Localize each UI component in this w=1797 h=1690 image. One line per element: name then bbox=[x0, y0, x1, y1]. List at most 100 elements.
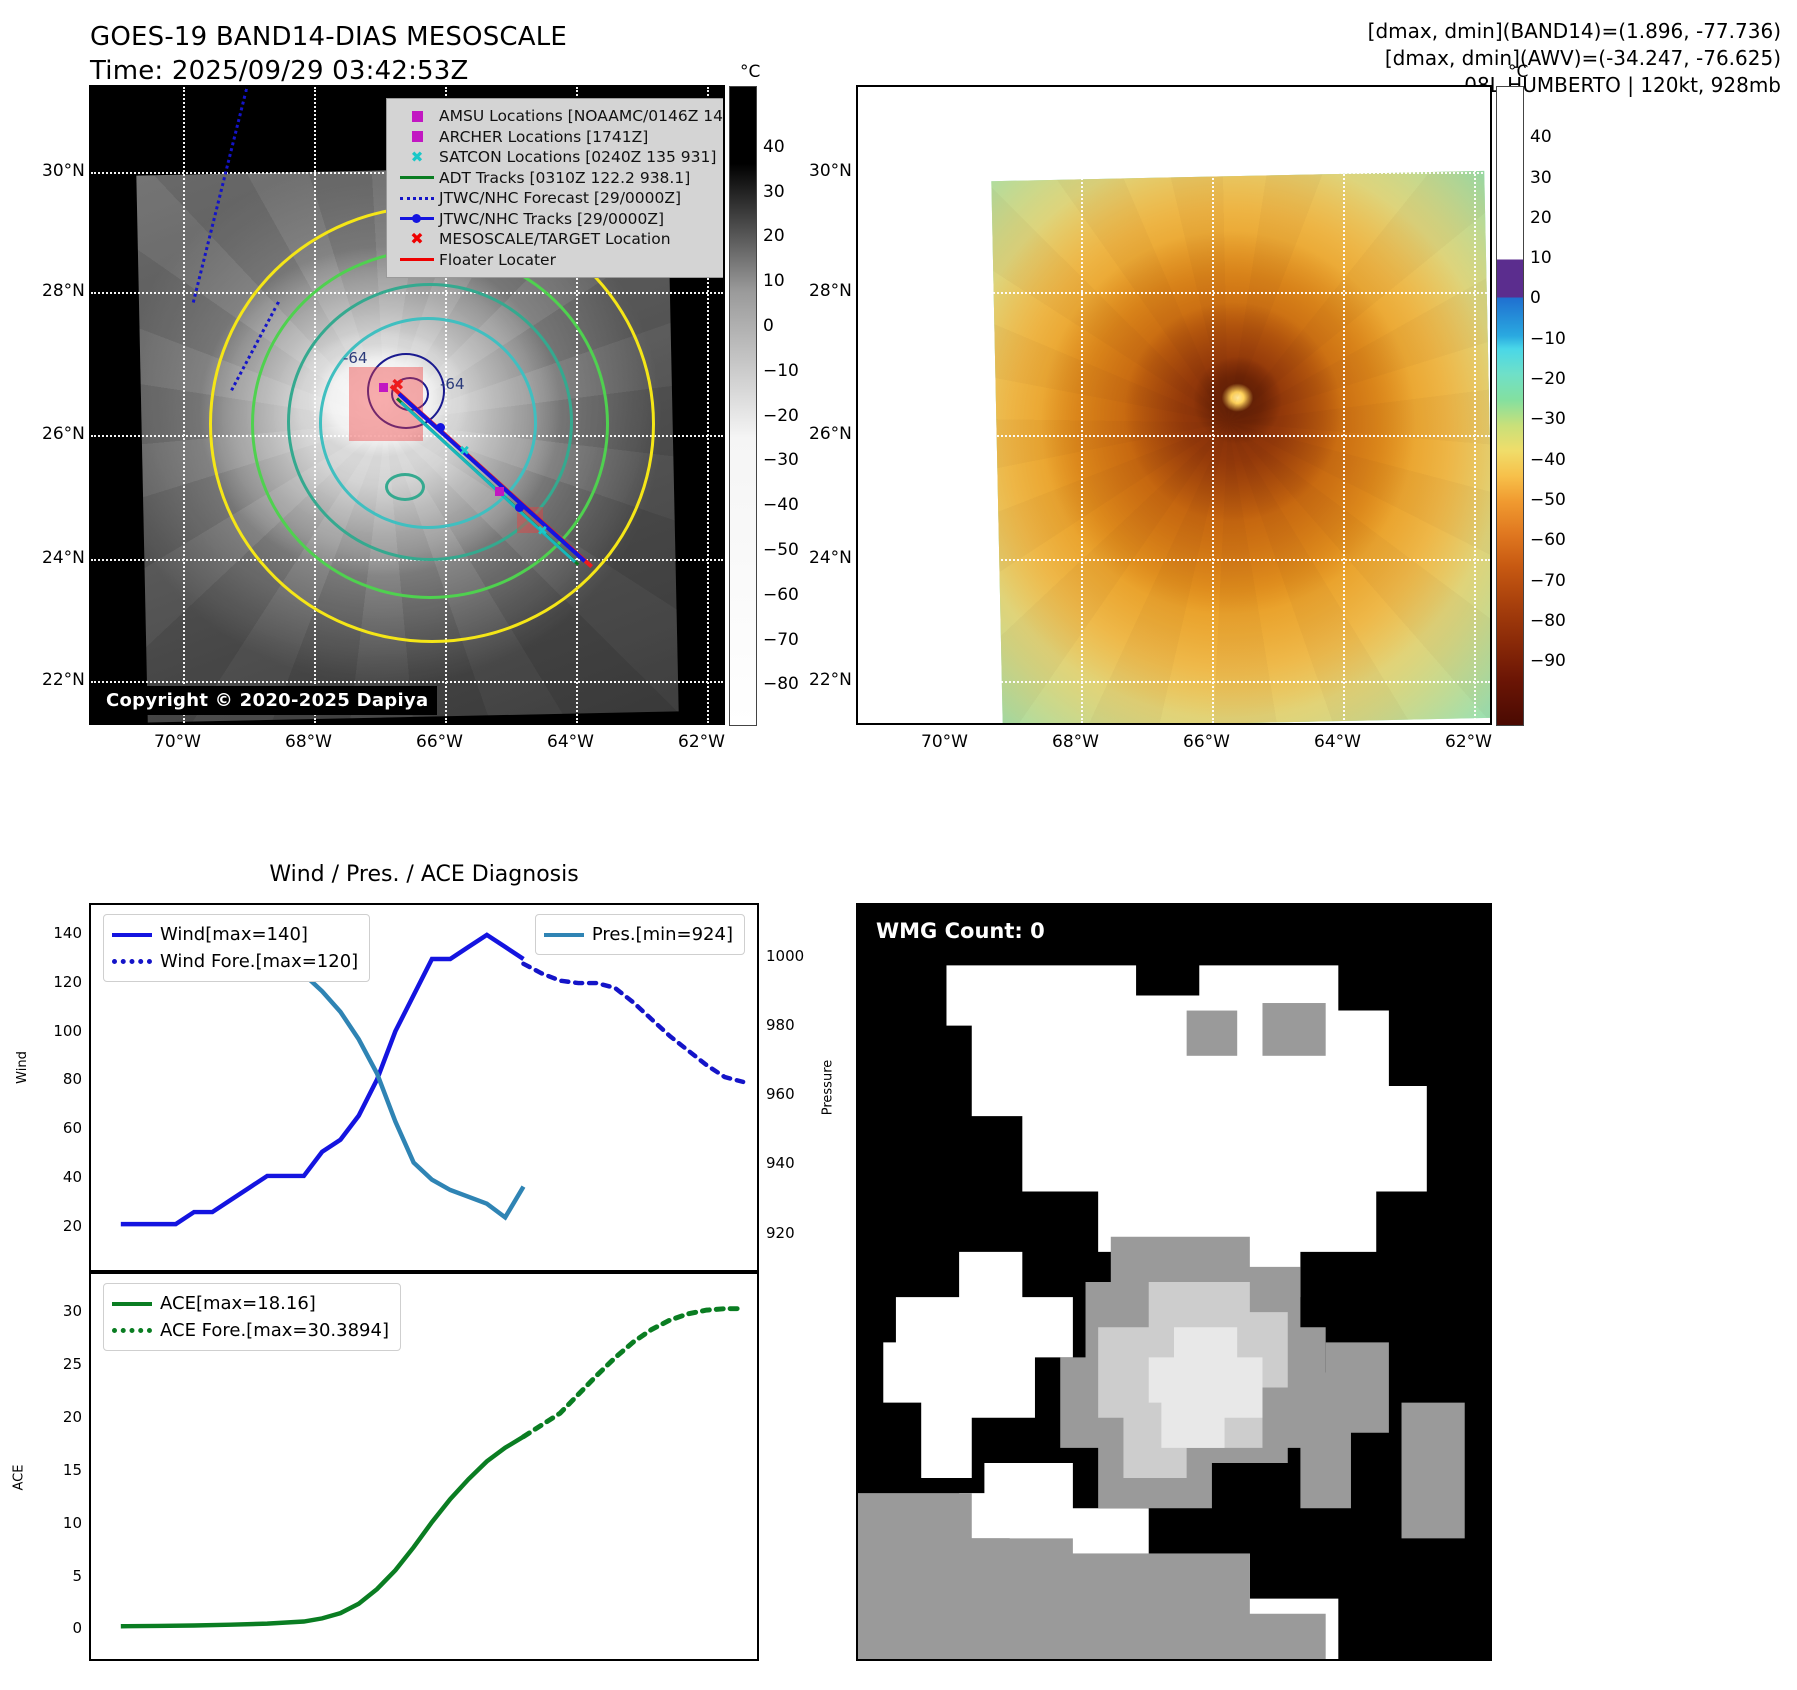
pres-ytick-980: 980 bbox=[766, 1015, 795, 1034]
awv-lat-tick-30n: 30°N bbox=[809, 161, 852, 181]
ir-colorbar: 40 30 20 10 0 −10 −20 −30 −40 −50 −60 −7… bbox=[729, 86, 799, 726]
awv-gridline-lat-26n bbox=[858, 435, 1490, 437]
legend-label: MESOSCALE/TARGET Location bbox=[439, 230, 671, 248]
ir-cb-tick-m20: −20 bbox=[763, 405, 799, 426]
dotted-line-icon bbox=[395, 196, 439, 200]
wind-ytick-60: 60 bbox=[62, 1119, 82, 1138]
awv-gridline-lon-64w bbox=[1343, 87, 1345, 723]
wind-ytick-20: 20 bbox=[62, 1216, 82, 1235]
dotted-line-icon bbox=[112, 959, 160, 964]
awv-satellite-panel[interactable] bbox=[856, 85, 1492, 725]
awv-cb-tick-0: 0 bbox=[1530, 288, 1541, 309]
legend-label: AMSU Locations [NOAAMC/0146Z 142 925] bbox=[439, 107, 723, 125]
ace-ytick-20: 20 bbox=[62, 1407, 82, 1426]
awv-cb-tick-m40: −40 bbox=[1530, 449, 1566, 470]
legend-row-pressure: Pres.[min=924] bbox=[543, 921, 733, 948]
wind-y-axis-label: Wind bbox=[14, 1051, 30, 1084]
awv-colorbar: 40 30 20 10 0 −10 −20 −30 −40 −50 −60 −7… bbox=[1496, 86, 1566, 726]
wmg-panel[interactable]: WMG Count: 0 bbox=[856, 903, 1492, 1661]
legend-label: Wind[max=140] bbox=[160, 924, 308, 945]
ace-chart[interactable]: ACE[max=18.16] ACE Fore.[max=30.3894] bbox=[89, 1272, 759, 1661]
awv-cb-tick-10: 10 bbox=[1530, 248, 1552, 269]
wind-ytick-80: 80 bbox=[62, 1070, 82, 1089]
ir-lat-tick-28n: 28°N bbox=[42, 281, 85, 301]
ir-cb-tick-m70: −70 bbox=[763, 629, 799, 650]
awv-cb-tick-m20: −20 bbox=[1530, 369, 1566, 390]
solid-line-icon bbox=[395, 176, 439, 180]
ir-gridline-lon-62w bbox=[707, 87, 709, 723]
awv-gridline-lat-22n bbox=[858, 681, 1490, 683]
legend-label: Wind Fore.[max=120] bbox=[160, 951, 359, 972]
legend-label: JTWC/NHC Tracks [29/0000Z] bbox=[439, 209, 665, 228]
ace-plot bbox=[120, 1306, 746, 1629]
legend-row-satcon: ✖ SATCON Locations [0240Z 135 931] bbox=[395, 147, 723, 168]
legend-row-forecast: JTWC/NHC Forecast [29/0000Z] bbox=[395, 188, 723, 209]
legend-row-ace-forecast: ACE Fore.[max=30.3894] bbox=[112, 1317, 389, 1344]
legend-row-ace: ACE[max=18.16] bbox=[112, 1290, 389, 1317]
legend-row-wind-forecast: Wind Fore.[max=120] bbox=[112, 948, 358, 975]
wind-pressure-chart[interactable]: Wind[max=140] Wind Fore.[max=120] Pres.[… bbox=[89, 903, 759, 1272]
awv-lat-tick-26n: 26°N bbox=[809, 424, 852, 444]
ir-cb-tick-m60: −60 bbox=[763, 584, 799, 605]
wind-ytick-40: 40 bbox=[62, 1167, 82, 1186]
awv-lat-tick-28n: 28°N bbox=[809, 281, 852, 301]
awv-cb-tick-m60: −60 bbox=[1530, 530, 1566, 551]
title-line-2: Time: 2025/09/29 03:42:53Z bbox=[90, 56, 469, 86]
ir-colorbar-unit: °C bbox=[740, 62, 761, 82]
ace-ytick-25: 25 bbox=[62, 1355, 82, 1374]
legend-label: Pres.[min=924] bbox=[591, 924, 733, 945]
square-marker-icon bbox=[395, 110, 439, 122]
awv-cb-tick-20: 20 bbox=[1530, 207, 1552, 228]
solid-line-icon bbox=[543, 932, 592, 937]
ir-contour-cyan bbox=[319, 317, 537, 529]
pres-ytick-920: 920 bbox=[766, 1223, 795, 1242]
ir-cb-tick-40: 40 bbox=[763, 136, 785, 157]
pressure-y-axis-label: Pressure bbox=[820, 1059, 836, 1116]
legend-label: ACE Fore.[max=30.3894] bbox=[160, 1320, 389, 1341]
awv-gridline-lat-24n bbox=[858, 559, 1490, 561]
wmg-bitmap bbox=[858, 905, 1490, 1659]
ir-gridline-lat-22n bbox=[91, 681, 723, 683]
legend-row-adt: ADT Tracks [0310Z 122.2 938.1] bbox=[395, 168, 723, 189]
page-title: GOES-19 BAND14-DIAS MESOSCALE Time: 2025… bbox=[90, 20, 567, 88]
satcon-marker-b[interactable]: ✖ bbox=[537, 524, 548, 539]
wind-ytick-120: 120 bbox=[53, 972, 82, 991]
legend-label: ADT Tracks [0310Z 122.2 938.1] bbox=[439, 168, 691, 187]
ir-satellite-panel[interactable]: -64 -64 ✖ ✖ ✖ AMSU Locations [NOAAMC/014… bbox=[89, 85, 725, 725]
ace-legend: ACE[max=18.16] ACE Fore.[max=30.3894] bbox=[103, 1283, 401, 1351]
pressure-legend: Pres.[min=924] bbox=[534, 914, 745, 955]
title-line-1: GOES-19 BAND14-DIAS MESOSCALE bbox=[90, 22, 568, 52]
amsu-marker[interactable] bbox=[379, 383, 388, 392]
jtwc-track-point-a[interactable] bbox=[436, 423, 445, 432]
awv-lon-tick-64w: 64°W bbox=[1314, 732, 1361, 752]
ir-lat-tick-24n: 24°N bbox=[42, 548, 85, 568]
jtwc-track-point-b[interactable] bbox=[515, 503, 524, 512]
awv-cb-tick-m10: −10 bbox=[1530, 328, 1566, 349]
awv-cb-tick-m30: −30 bbox=[1530, 409, 1566, 430]
pres-ytick-960: 960 bbox=[766, 1085, 795, 1104]
awv-cb-tick-m90: −90 bbox=[1530, 651, 1566, 672]
awv-lat-tick-24n: 24°N bbox=[809, 548, 852, 568]
awv-cb-tick-40: 40 bbox=[1530, 127, 1552, 148]
square-marker-icon bbox=[395, 131, 439, 143]
awv-lat-tick-22n: 22°N bbox=[809, 670, 852, 690]
x-marker-red-icon: ✖ bbox=[410, 229, 424, 248]
pres-ytick-1000: 1000 bbox=[766, 946, 805, 965]
ace-y-axis-label: ACE bbox=[11, 1464, 27, 1491]
dotted-line-icon bbox=[112, 1328, 160, 1333]
solid-line-icon bbox=[395, 258, 439, 262]
archer-marker[interactable] bbox=[495, 487, 504, 496]
awv-gridline-lat-30n bbox=[858, 172, 1490, 174]
ir-contour-label-a: -64 bbox=[343, 349, 368, 367]
ir-cb-tick-10: 10 bbox=[763, 271, 785, 292]
solid-line-icon bbox=[112, 1301, 160, 1306]
satcon-marker-a[interactable]: ✖ bbox=[459, 444, 470, 459]
legend-row-archer: ARCHER Locations [1741Z] bbox=[395, 127, 723, 148]
legend-label: ARCHER Locations [1741Z] bbox=[439, 127, 649, 146]
awv-cb-tick-30: 30 bbox=[1530, 167, 1552, 188]
awv-lon-tick-68w: 68°W bbox=[1052, 732, 1099, 752]
legend-row-mesoscale: ✖ MESOSCALE/TARGET Location bbox=[395, 229, 723, 250]
mesoscale-target-marker[interactable]: ✖ bbox=[391, 375, 405, 394]
awv-lon-tick-70w: 70°W bbox=[921, 732, 968, 752]
